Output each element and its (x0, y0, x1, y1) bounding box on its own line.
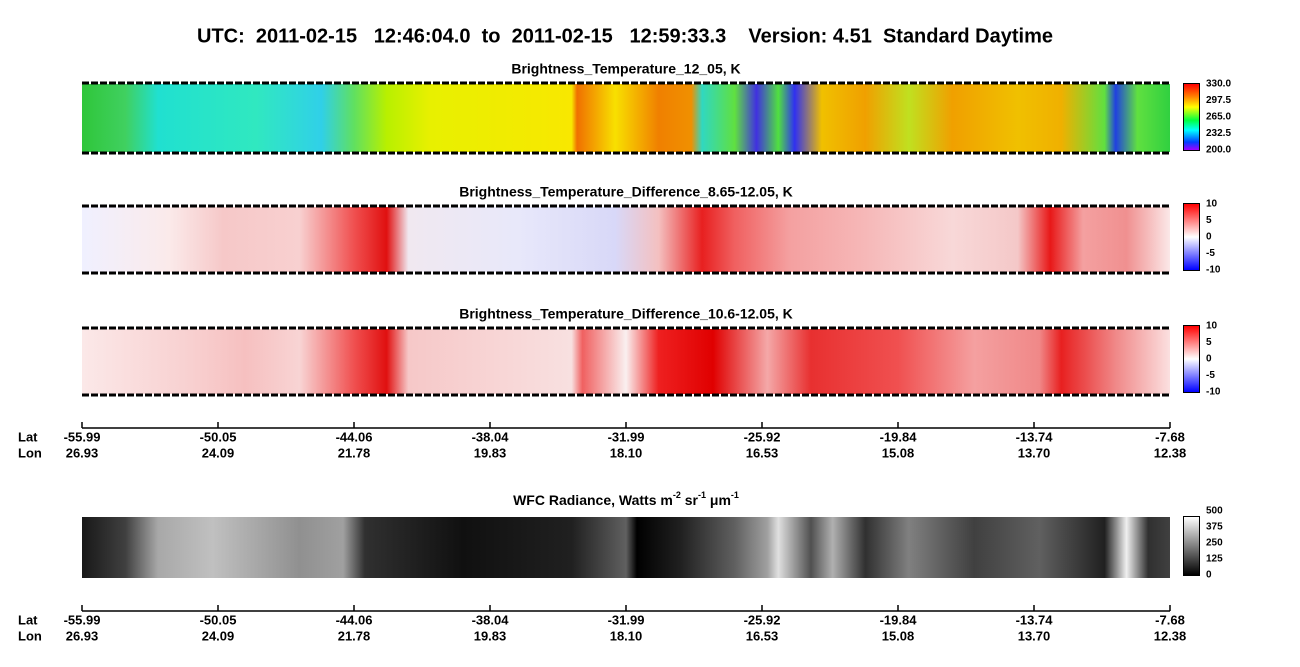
lat-label: -38.04 (472, 429, 510, 444)
lon-label: 16.53 (746, 628, 779, 643)
colorbar-label: 500 (1206, 506, 1223, 517)
lon-label: 19.83 (474, 628, 507, 643)
lat-label: -50.05 (200, 612, 237, 627)
lon-label: 21.78 (338, 445, 371, 460)
colorbar-label: -10 (1206, 387, 1221, 398)
superscript: -2 (673, 490, 681, 500)
panel-title: WFC Radiance, Watts m-2 sr-1 μm-1 (513, 490, 739, 507)
panel-title: Brightness_Temperature_Difference_10.6-1… (459, 306, 793, 322)
figure-title: UTC: 2011-02-15 12:46:04.0 to 2011-02-15… (197, 25, 1053, 47)
colorbar-label: 0 (1206, 354, 1212, 365)
colorbar-label: 10 (1206, 199, 1218, 210)
superscript: -1 (698, 490, 706, 500)
lat-label: -25.92 (744, 612, 781, 627)
colorbar (1183, 203, 1200, 271)
title-part: μm (706, 492, 731, 508)
lon-label: 24.09 (202, 628, 235, 643)
lon-label: 13.70 (1018, 445, 1051, 460)
lon-label: 19.83 (474, 445, 507, 460)
colorbar-label: -5 (1206, 370, 1215, 381)
colorbar (1183, 83, 1200, 151)
lon-label: 21.78 (338, 628, 371, 643)
lat-label: -44.06 (336, 429, 373, 444)
colorbar-label: 5 (1206, 215, 1212, 226)
row-label: Lon (18, 628, 42, 643)
lat-label: -50.05 (200, 429, 237, 444)
lat-label: -7.68 (1155, 612, 1185, 627)
lat-label: -44.06 (336, 612, 373, 627)
lon-label: 13.70 (1018, 628, 1051, 643)
wfc-image (82, 517, 1170, 578)
row-label: Lat (18, 612, 38, 627)
row-label: Lon (18, 445, 42, 460)
colorbar-label: 200.0 (1206, 145, 1231, 156)
panel-title: Brightness_Temperature_Difference_8.65-1… (459, 184, 793, 200)
lon-label: 12.38 (1154, 628, 1187, 643)
colorbar (1183, 516, 1200, 576)
lat-label: -13.74 (1016, 612, 1054, 627)
colorbar-label: -5 (1206, 248, 1215, 259)
colorbar-label: 330.0 (1206, 79, 1231, 90)
colorbar-label: 265.0 (1206, 112, 1231, 123)
lat-label: -19.84 (880, 429, 918, 444)
lon-label: 24.09 (202, 445, 235, 460)
lon-label: 15.08 (882, 445, 915, 460)
lat-label: -38.04 (472, 612, 510, 627)
colorbar (1183, 325, 1200, 393)
lon-label: 12.38 (1154, 445, 1187, 460)
colorbar-label: 5 (1206, 337, 1212, 348)
panel-title: Brightness_Temperature_12_05, K (511, 61, 740, 77)
lon-label: 18.10 (610, 628, 643, 643)
lon-label: 26.93 (66, 445, 99, 460)
lon-label: 15.08 (882, 628, 915, 643)
row-label: Lat (18, 429, 38, 444)
lat-label: -31.99 (608, 612, 645, 627)
lat-label: -55.99 (64, 612, 101, 627)
colorbar-label: 125 (1206, 554, 1223, 565)
btd-865-image (82, 207, 1170, 272)
lat-label: -55.99 (64, 429, 101, 444)
title-part: WFC Radiance, Watts m (513, 492, 673, 508)
lat-label: -13.74 (1016, 429, 1054, 444)
colorbar-label: -10 (1206, 265, 1221, 276)
lon-label: 18.10 (610, 445, 643, 460)
lon-label: 26.93 (66, 628, 99, 643)
colorbar-label: 232.5 (1206, 128, 1231, 139)
colorbar-label: 0 (1206, 570, 1212, 581)
btd-106-image (82, 329, 1170, 394)
title-part: sr (681, 492, 699, 508)
lat-label: -25.92 (744, 429, 781, 444)
lon-label: 16.53 (746, 445, 779, 460)
bt-image (82, 84, 1170, 152)
lat-label: -31.99 (608, 429, 645, 444)
lat-label: -19.84 (880, 612, 918, 627)
colorbar-label: 375 (1206, 522, 1223, 533)
colorbar-label: 10 (1206, 321, 1218, 332)
colorbar-label: 297.5 (1206, 95, 1231, 106)
colorbar-label: 0 (1206, 232, 1212, 243)
lat-label: -7.68 (1155, 429, 1185, 444)
superscript: -1 (731, 490, 739, 500)
colorbar-label: 250 (1206, 538, 1223, 549)
